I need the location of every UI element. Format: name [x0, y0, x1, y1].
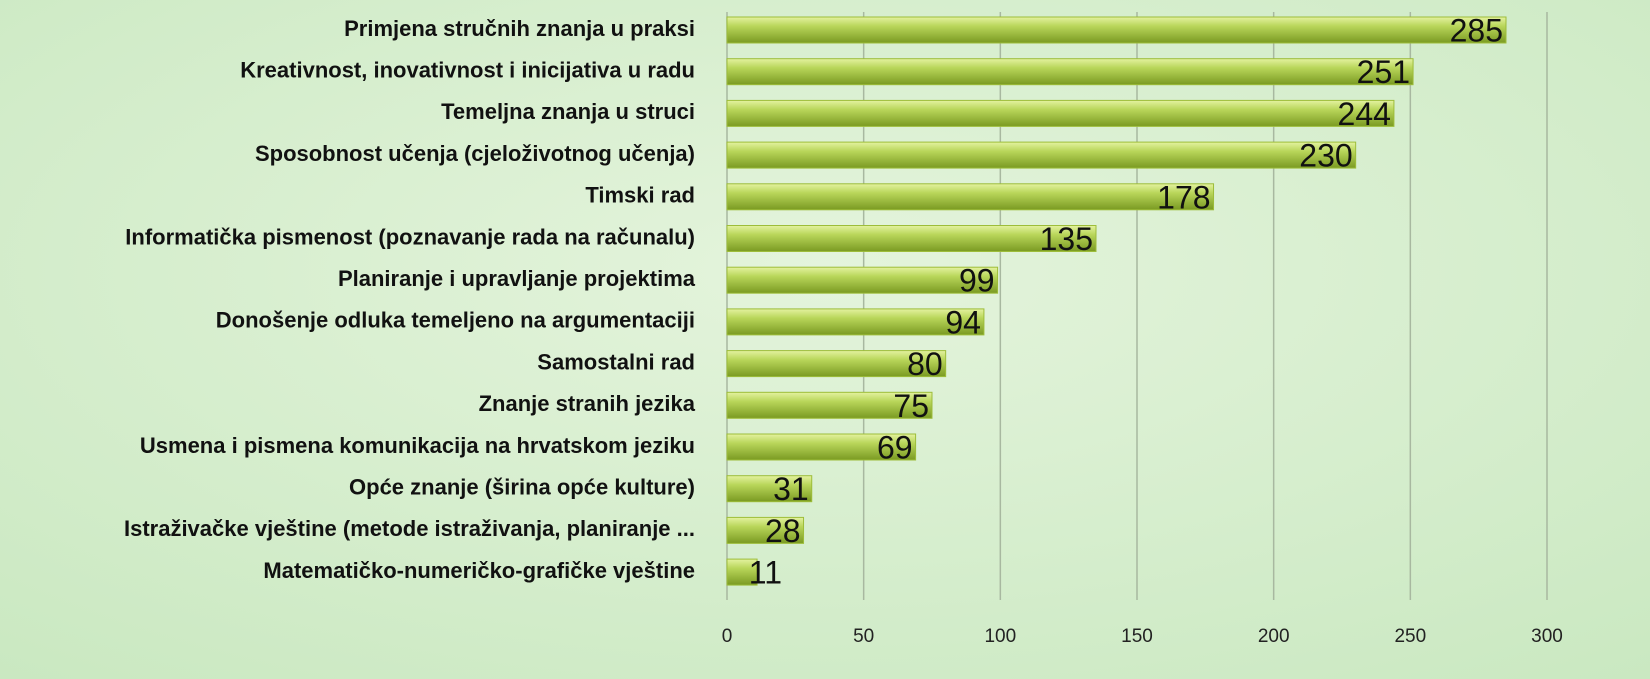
- bar: [726, 516, 805, 544]
- data-label: 94: [945, 304, 981, 340]
- x-tick-label: 50: [853, 626, 874, 647]
- y-tick-label: Temeljna znanja u struci: [441, 99, 695, 124]
- bar: [726, 141, 1357, 169]
- data-label: 244: [1338, 96, 1391, 132]
- x-tick-label: 150: [1121, 626, 1153, 647]
- bar: [726, 433, 917, 461]
- y-tick-label: Donošenje odluka temeljeno na argumentac…: [216, 308, 695, 333]
- data-label: 28: [765, 513, 801, 549]
- data-label: 75: [893, 388, 929, 424]
- data-label: 80: [907, 346, 943, 382]
- y-tick-label: Sposobnost učenja (cjeloživotnog učenja): [255, 141, 695, 166]
- y-tick-label: Primjena stručnih znanja u praksi: [344, 16, 695, 41]
- bar: [726, 183, 1215, 211]
- y-tick-label: Samostalni rad: [537, 349, 695, 374]
- x-tick-label: 0: [722, 626, 733, 647]
- x-tick-label: 200: [1258, 626, 1290, 647]
- x-tick-label: 100: [984, 626, 1016, 647]
- data-label: 251: [1357, 54, 1410, 90]
- data-label: 69: [877, 429, 913, 465]
- data-label: 285: [1450, 12, 1503, 48]
- y-tick-label: Istraživačke vještine (metode istraživan…: [124, 516, 695, 541]
- y-tick-label: Usmena i pismena komunikacija na hrvatsk…: [140, 433, 695, 458]
- y-tick-label: Kreativnost, inovativnost i inicijativa …: [240, 58, 695, 83]
- data-label: 135: [1040, 221, 1093, 257]
- data-label: 230: [1299, 138, 1352, 174]
- data-label: 99: [959, 263, 995, 299]
- y-tick-label: Planiranje i upravljanje projektima: [338, 266, 696, 291]
- bar: [726, 558, 758, 586]
- y-tick-label: Opće znanje (širina opće kulture): [349, 475, 695, 500]
- bar: [726, 350, 947, 378]
- bar: [726, 391, 933, 419]
- bar: [726, 266, 999, 294]
- data-label: 178: [1157, 179, 1210, 215]
- x-tick-label: 300: [1531, 626, 1563, 647]
- bar: [726, 16, 1507, 44]
- x-tick-label: 250: [1394, 626, 1426, 647]
- data-label: 11: [749, 555, 782, 591]
- y-tick-label: Timski rad: [585, 183, 695, 208]
- y-tick-label: Matematičko-numeričko-grafičke vještine: [263, 558, 695, 583]
- bar: [726, 225, 1097, 252]
- bar: [726, 99, 1395, 127]
- y-tick-label: Informatička pismenost (poznavanje rada …: [125, 224, 695, 249]
- data-label: 31: [773, 471, 809, 507]
- bar: [726, 475, 813, 503]
- bar: [726, 58, 1414, 86]
- bar: [726, 308, 985, 336]
- y-tick-label: Znanje stranih jezika: [479, 391, 696, 416]
